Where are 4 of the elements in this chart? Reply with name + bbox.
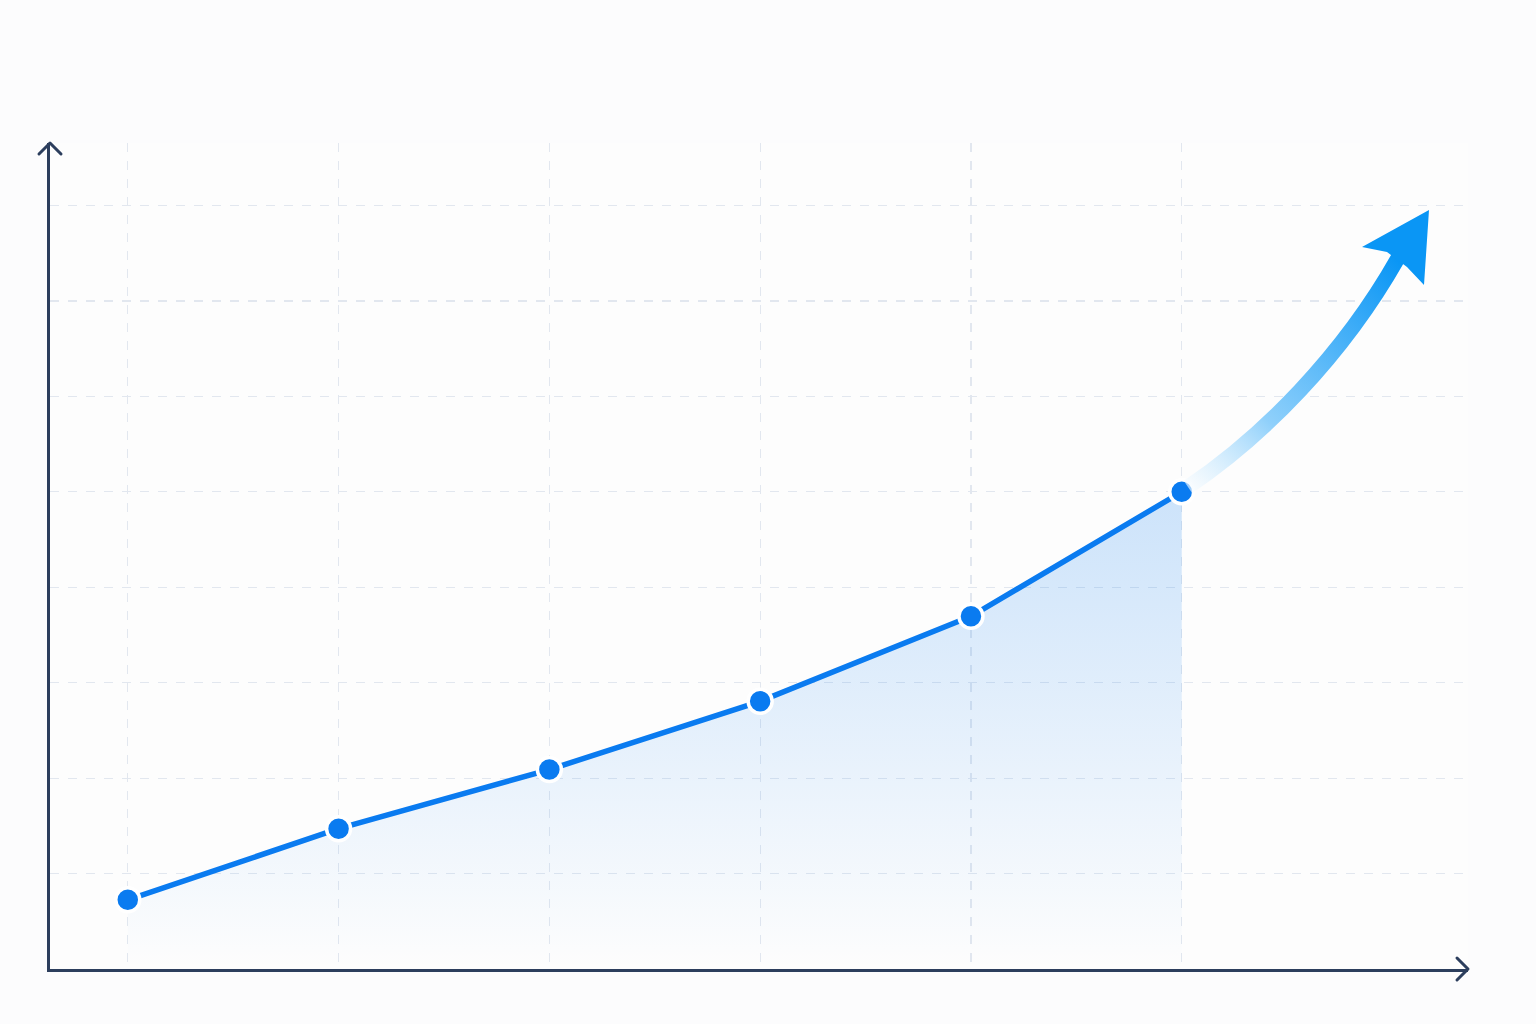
point xyxy=(324,814,353,843)
point xyxy=(114,886,142,914)
point xyxy=(535,755,564,784)
point xyxy=(746,687,774,716)
